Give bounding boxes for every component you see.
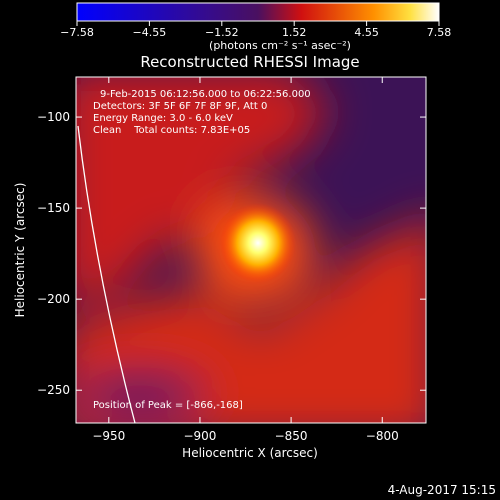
info-line-counts: Clean Total counts: 7.83E+05 xyxy=(93,125,250,136)
y-tick-label: −200 xyxy=(37,292,70,306)
timestamp: 4-Aug-2017 15:15 xyxy=(388,483,496,497)
colorbar-ticks: −7.58 −4.55 −1.52 1.52 4.55 7.58 xyxy=(60,21,451,39)
y-tick-label: −250 xyxy=(37,383,70,397)
info-block: 9-Feb-2015 06:12:56.000 to 06:22:56.000 … xyxy=(93,89,311,136)
y-tick-label: −150 xyxy=(37,201,70,215)
x-tick-label: −850 xyxy=(275,429,308,443)
colorbar-tick-label: −1.52 xyxy=(205,26,239,39)
solar-limb-line xyxy=(77,125,136,423)
x-tick-label: −800 xyxy=(366,429,399,443)
heatmap-image xyxy=(76,77,426,423)
colorbar-tick-label: −7.58 xyxy=(60,26,94,39)
peak-position-label: Position of Peak = [-866,-168] xyxy=(93,400,243,411)
info-line-energy: Energy Range: 3.0 - 6.0 keV xyxy=(93,113,233,124)
y-axis-ticks: −100 −150 −200 −250 xyxy=(37,110,426,397)
y-axis-label: Heliocentric Y (arcsec) xyxy=(13,183,27,318)
x-tick-label: −950 xyxy=(92,429,125,443)
colorbar-tick-label: 4.55 xyxy=(354,26,379,39)
emission-region-upper xyxy=(76,77,330,305)
colorbar-tick-label: −4.55 xyxy=(133,26,167,39)
y-tick-label: −100 xyxy=(37,110,70,124)
colorbar-bar xyxy=(76,2,440,22)
colorbar-unit-label: (photons cm⁻² s⁻¹ asec⁻²) xyxy=(209,39,351,52)
emission-lower-left-dark xyxy=(76,373,205,417)
plot-frame xyxy=(75,76,427,424)
colorbar: −7.58 −4.55 −1.52 1.52 4.55 7.58 (photons cm⁻… xyxy=(60,2,451,52)
chart-title: Reconstructed RHESSI Image xyxy=(140,53,359,71)
info-line-time-range: 9-Feb-2015 06:12:56.000 to 06:22:56.000 xyxy=(100,89,311,100)
x-axis-label: Heliocentric X (arcsec) xyxy=(182,446,318,460)
x-tick-label: −900 xyxy=(183,429,216,443)
info-line-detectors: Detectors: 3F 5F 6F 7F 8F 9F, Att 0 xyxy=(93,101,267,112)
colorbar-tick-label: 7.58 xyxy=(427,26,452,39)
peak-source xyxy=(220,203,296,283)
colorbar-tick-label: 1.52 xyxy=(282,26,307,39)
x-axis-ticks: −950 −900 −850 −800 xyxy=(92,77,399,443)
emission-region-lower xyxy=(76,219,426,423)
